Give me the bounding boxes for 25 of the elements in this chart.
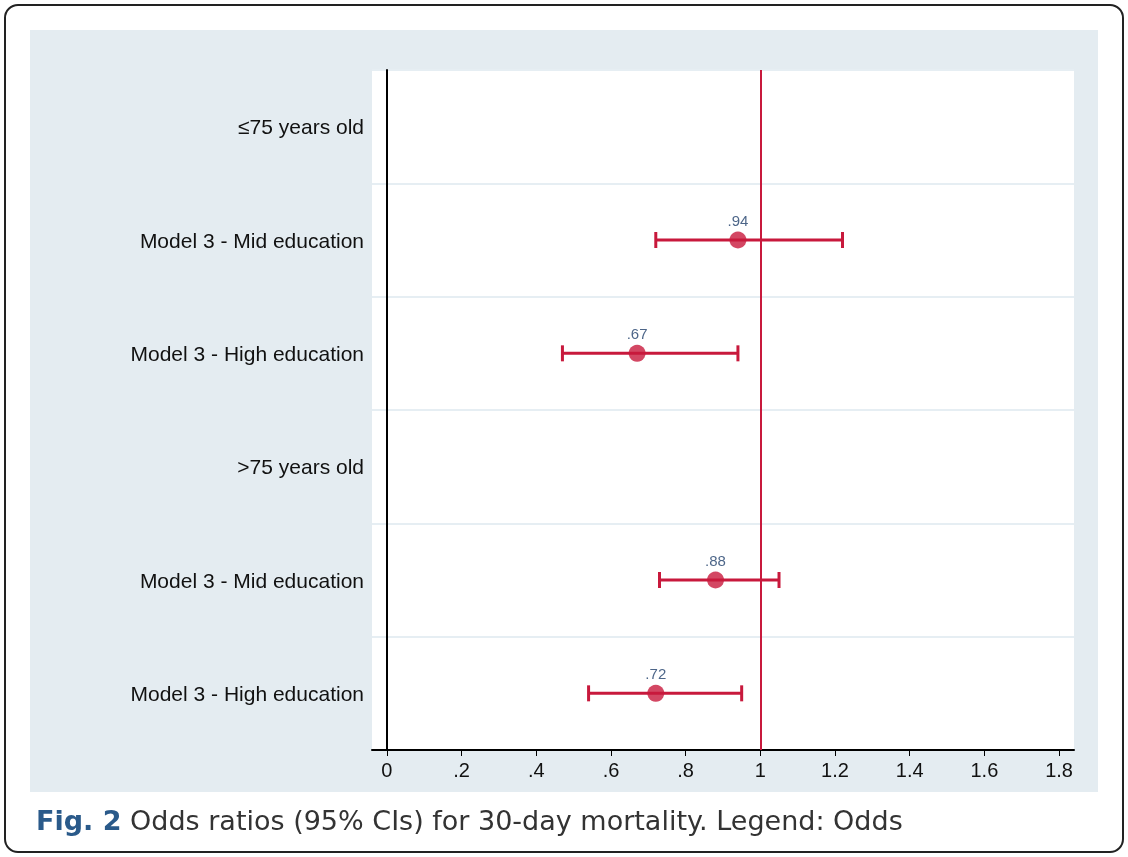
data-label: .88 xyxy=(705,551,726,569)
y-tick-label: >75 years old xyxy=(237,455,364,479)
x-tick-label: 1.6 xyxy=(970,759,999,781)
x-tick-label: .4 xyxy=(527,759,545,781)
point xyxy=(729,231,747,249)
x-tick-label: 1 xyxy=(754,759,766,781)
x-tick-label: 1.8 xyxy=(1045,759,1073,781)
x-tick-label: .6 xyxy=(602,759,620,781)
y-tick-label: ≤75 years old xyxy=(238,115,364,139)
x-tick-label: .8 xyxy=(677,759,694,781)
y-tick-label: Model 3 - High education xyxy=(130,341,364,365)
point xyxy=(707,571,725,589)
x-tick-label: .2 xyxy=(453,759,470,781)
caption: Fig. 2 Odds ratios (95% CIs) for 30-day mortality. Legend: Odds xyxy=(36,805,903,836)
x-tick-label: 1.4 xyxy=(895,759,924,781)
y-tick-label: Model 3 - Mid education xyxy=(139,568,364,592)
data-label: .72 xyxy=(645,664,667,682)
data-label: .94 xyxy=(727,211,749,229)
data-label: .67 xyxy=(626,324,648,342)
point xyxy=(647,684,665,702)
x-tick-label: 0 xyxy=(381,759,393,781)
point xyxy=(628,344,646,362)
y-tick-label: Model 3 - High education xyxy=(130,681,364,705)
x-tick-label: 1.2 xyxy=(821,759,849,781)
y-tick-label: Model 3 - Mid education xyxy=(139,228,364,252)
